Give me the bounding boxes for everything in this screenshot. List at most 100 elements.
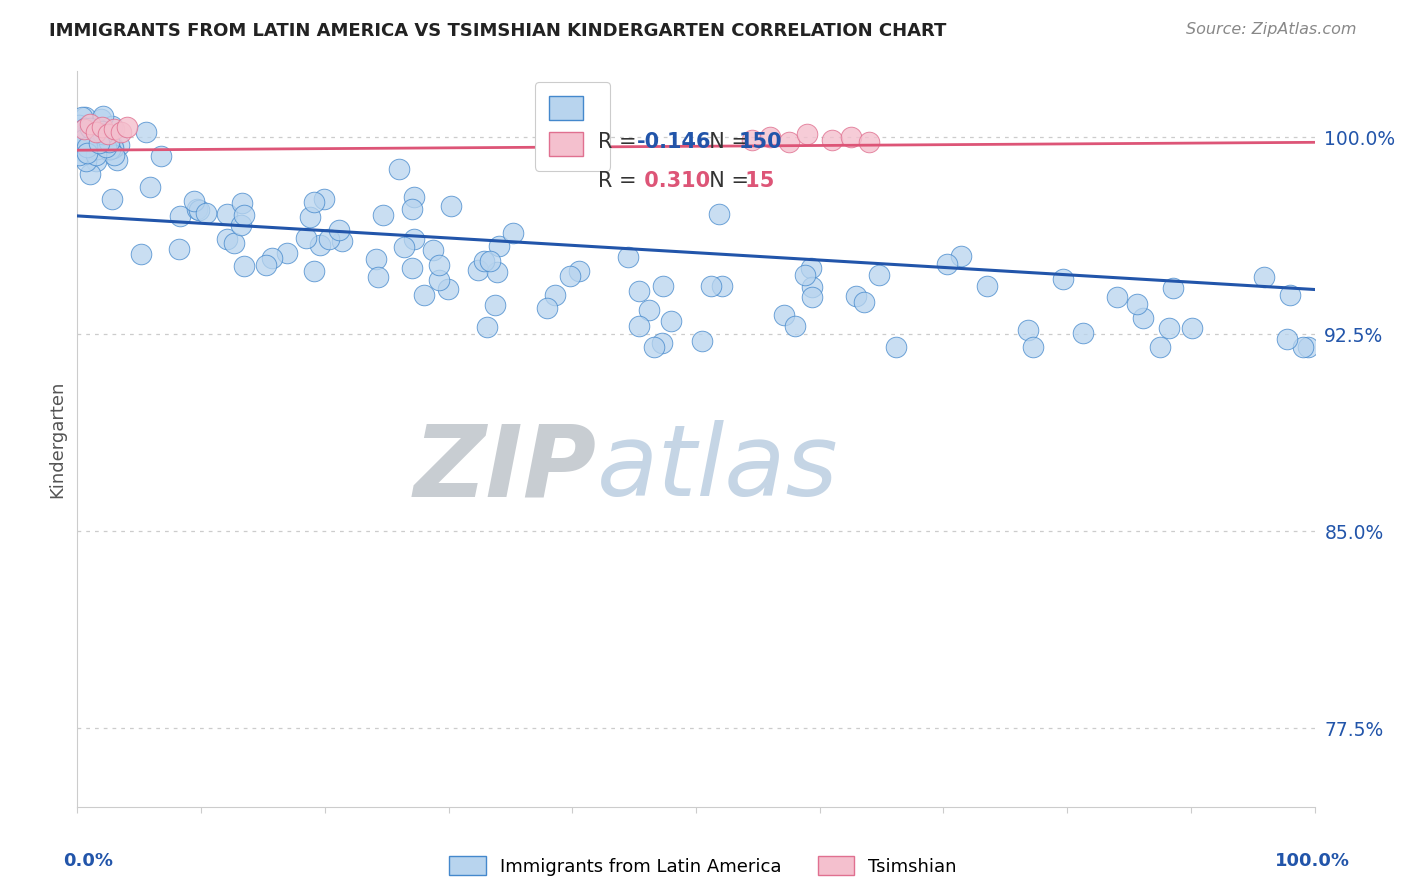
Point	[295, 231, 318, 245]
Y-axis label: Kindergarten: Kindergarten	[48, 381, 66, 498]
Point	[401, 261, 423, 276]
Point	[84, 125, 107, 139]
Point	[467, 262, 489, 277]
Point	[1149, 340, 1171, 354]
Point	[558, 269, 581, 284]
Point	[84, 148, 107, 162]
Legend: , : ,	[534, 82, 610, 170]
Point	[759, 130, 782, 145]
Point	[69, 118, 91, 132]
Point	[652, 278, 675, 293]
Text: 150: 150	[738, 132, 782, 153]
Point	[412, 287, 434, 301]
Point	[427, 273, 450, 287]
Point	[302, 264, 325, 278]
Point	[949, 250, 972, 264]
Point	[77, 139, 100, 153]
Point	[439, 199, 461, 213]
Point	[318, 232, 340, 246]
Point	[96, 140, 118, 154]
Point	[486, 265, 509, 279]
Legend: Immigrants from Latin America, Tsimshian: Immigrants from Latin America, Tsimshian	[441, 849, 965, 883]
Point	[1253, 269, 1275, 284]
Point	[276, 246, 298, 260]
Point	[80, 129, 103, 144]
Point	[845, 288, 868, 302]
Point	[1277, 332, 1299, 346]
Point	[231, 196, 253, 211]
Point	[1292, 340, 1315, 354]
Point	[488, 239, 510, 253]
Point	[1105, 290, 1128, 304]
Point	[91, 109, 114, 123]
Point	[936, 257, 959, 271]
Point	[76, 145, 98, 159]
Point	[215, 207, 238, 221]
Point	[976, 278, 998, 293]
Point	[79, 130, 101, 145]
Point	[1161, 281, 1184, 295]
Point	[67, 129, 90, 144]
Point	[75, 154, 97, 169]
Point	[858, 136, 880, 150]
Point	[97, 143, 120, 157]
Point	[392, 240, 415, 254]
Point	[475, 320, 498, 334]
Point	[1278, 288, 1301, 302]
Point	[77, 118, 100, 132]
Point	[868, 268, 890, 283]
Point	[105, 153, 128, 167]
Point	[186, 202, 208, 217]
Point	[97, 135, 120, 149]
Point	[138, 180, 160, 194]
Point	[628, 284, 651, 298]
Point	[427, 258, 450, 272]
Point	[90, 128, 112, 142]
Point	[79, 136, 101, 151]
Point	[437, 282, 460, 296]
Point	[821, 133, 844, 147]
Point	[169, 209, 191, 223]
Text: 15: 15	[738, 171, 775, 192]
Point	[367, 269, 389, 284]
Text: 0.310: 0.310	[637, 171, 710, 192]
Point	[328, 223, 350, 237]
Point	[659, 314, 682, 328]
Text: Source: ZipAtlas.com: Source: ZipAtlas.com	[1187, 22, 1357, 37]
Text: N =: N =	[696, 171, 755, 192]
Point	[801, 280, 824, 294]
Point	[67, 121, 90, 136]
Point	[312, 192, 335, 206]
Point	[1126, 297, 1149, 311]
Point	[643, 340, 665, 354]
Point	[129, 247, 152, 261]
Point	[783, 319, 806, 334]
Point	[97, 136, 120, 150]
Point	[839, 130, 862, 145]
Point	[800, 289, 823, 303]
Point	[97, 128, 120, 142]
Point	[73, 120, 96, 135]
Text: ZIP: ZIP	[413, 420, 598, 517]
Point	[183, 194, 205, 208]
Point	[90, 128, 112, 142]
Point	[79, 144, 101, 158]
Point	[364, 252, 387, 266]
Point	[82, 122, 104, 136]
Text: IMMIGRANTS FROM LATIN AMERICA VS TSIMSHIAN KINDERGARTEN CORRELATION CHART: IMMIGRANTS FROM LATIN AMERICA VS TSIMSHI…	[49, 22, 946, 40]
Point	[73, 131, 96, 145]
Point	[422, 243, 444, 257]
Point	[478, 254, 501, 268]
Point	[304, 195, 326, 210]
Point	[232, 209, 254, 223]
Point	[91, 120, 114, 134]
Point	[224, 235, 246, 250]
Text: 100.0%: 100.0%	[1275, 852, 1350, 870]
Point	[103, 138, 125, 153]
Point	[100, 142, 122, 156]
Text: R =: R =	[598, 132, 643, 153]
Point	[90, 112, 112, 126]
Point	[404, 232, 426, 246]
Point	[100, 192, 122, 206]
Point	[260, 251, 283, 265]
